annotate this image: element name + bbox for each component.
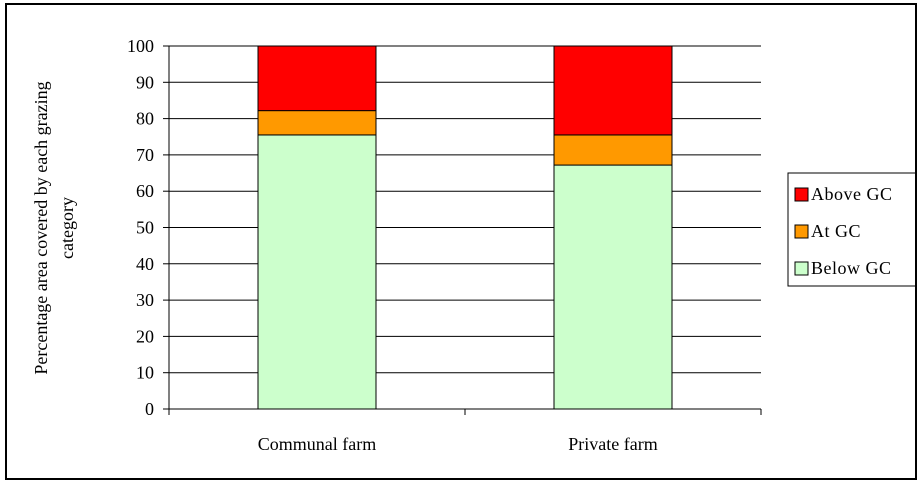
bars [257, 45, 673, 410]
bar-segment-at-gc [553, 134, 673, 166]
chart-frame: 0 10 20 30 40 50 60 70 80 90 100 Communal farm Priva… [5, 3, 917, 480]
legend-box [787, 172, 915, 287]
bar-segment-above-gc [257, 45, 377, 112]
y-tick-label: 20 [136, 326, 154, 346]
bar-segment-below-gc [553, 164, 673, 410]
y-tick-label: 0 [145, 399, 154, 419]
bar-segment-below-gc [257, 134, 377, 410]
legend-swatch [794, 261, 809, 276]
y-axis-label-line-1: Percentage area covered by each grazing [31, 81, 51, 374]
bar-segment-above-gc [553, 45, 673, 136]
y-tick-label: 30 [136, 290, 154, 310]
y-tick-label: 90 [136, 72, 154, 92]
legend-label: Above GC [811, 184, 893, 204]
y-tick-label: 50 [136, 218, 154, 238]
legend-swatch [794, 187, 809, 202]
y-tick-label: 70 [136, 145, 154, 165]
legend-swatch [794, 224, 809, 239]
x-category-label: Communal farm [258, 434, 376, 454]
y-tick-label: 10 [136, 363, 154, 383]
bar-segment-at-gc [257, 110, 377, 136]
legend-label: At GC [811, 221, 861, 241]
axes: 0 10 20 30 40 50 60 70 80 90 100 Communal farm Priva… [127, 36, 762, 454]
y-tick-label: 80 [136, 109, 154, 129]
x-category-label: Private farm [568, 434, 657, 454]
y-tick-label: 40 [136, 254, 154, 274]
y-axis-label-line-2: category [57, 197, 77, 259]
y-tick-label: 100 [127, 36, 154, 56]
stacked-bar-chart: 0 10 20 30 40 50 60 70 80 90 100 Communal farm Priva… [31, 36, 915, 454]
legend: Above GC At GC Below GC [787, 172, 915, 287]
legend-label: Below GC [811, 258, 892, 278]
y-axis-label: Percentage area covered by each grazing … [31, 81, 77, 374]
y-tick-label: 60 [136, 181, 154, 201]
